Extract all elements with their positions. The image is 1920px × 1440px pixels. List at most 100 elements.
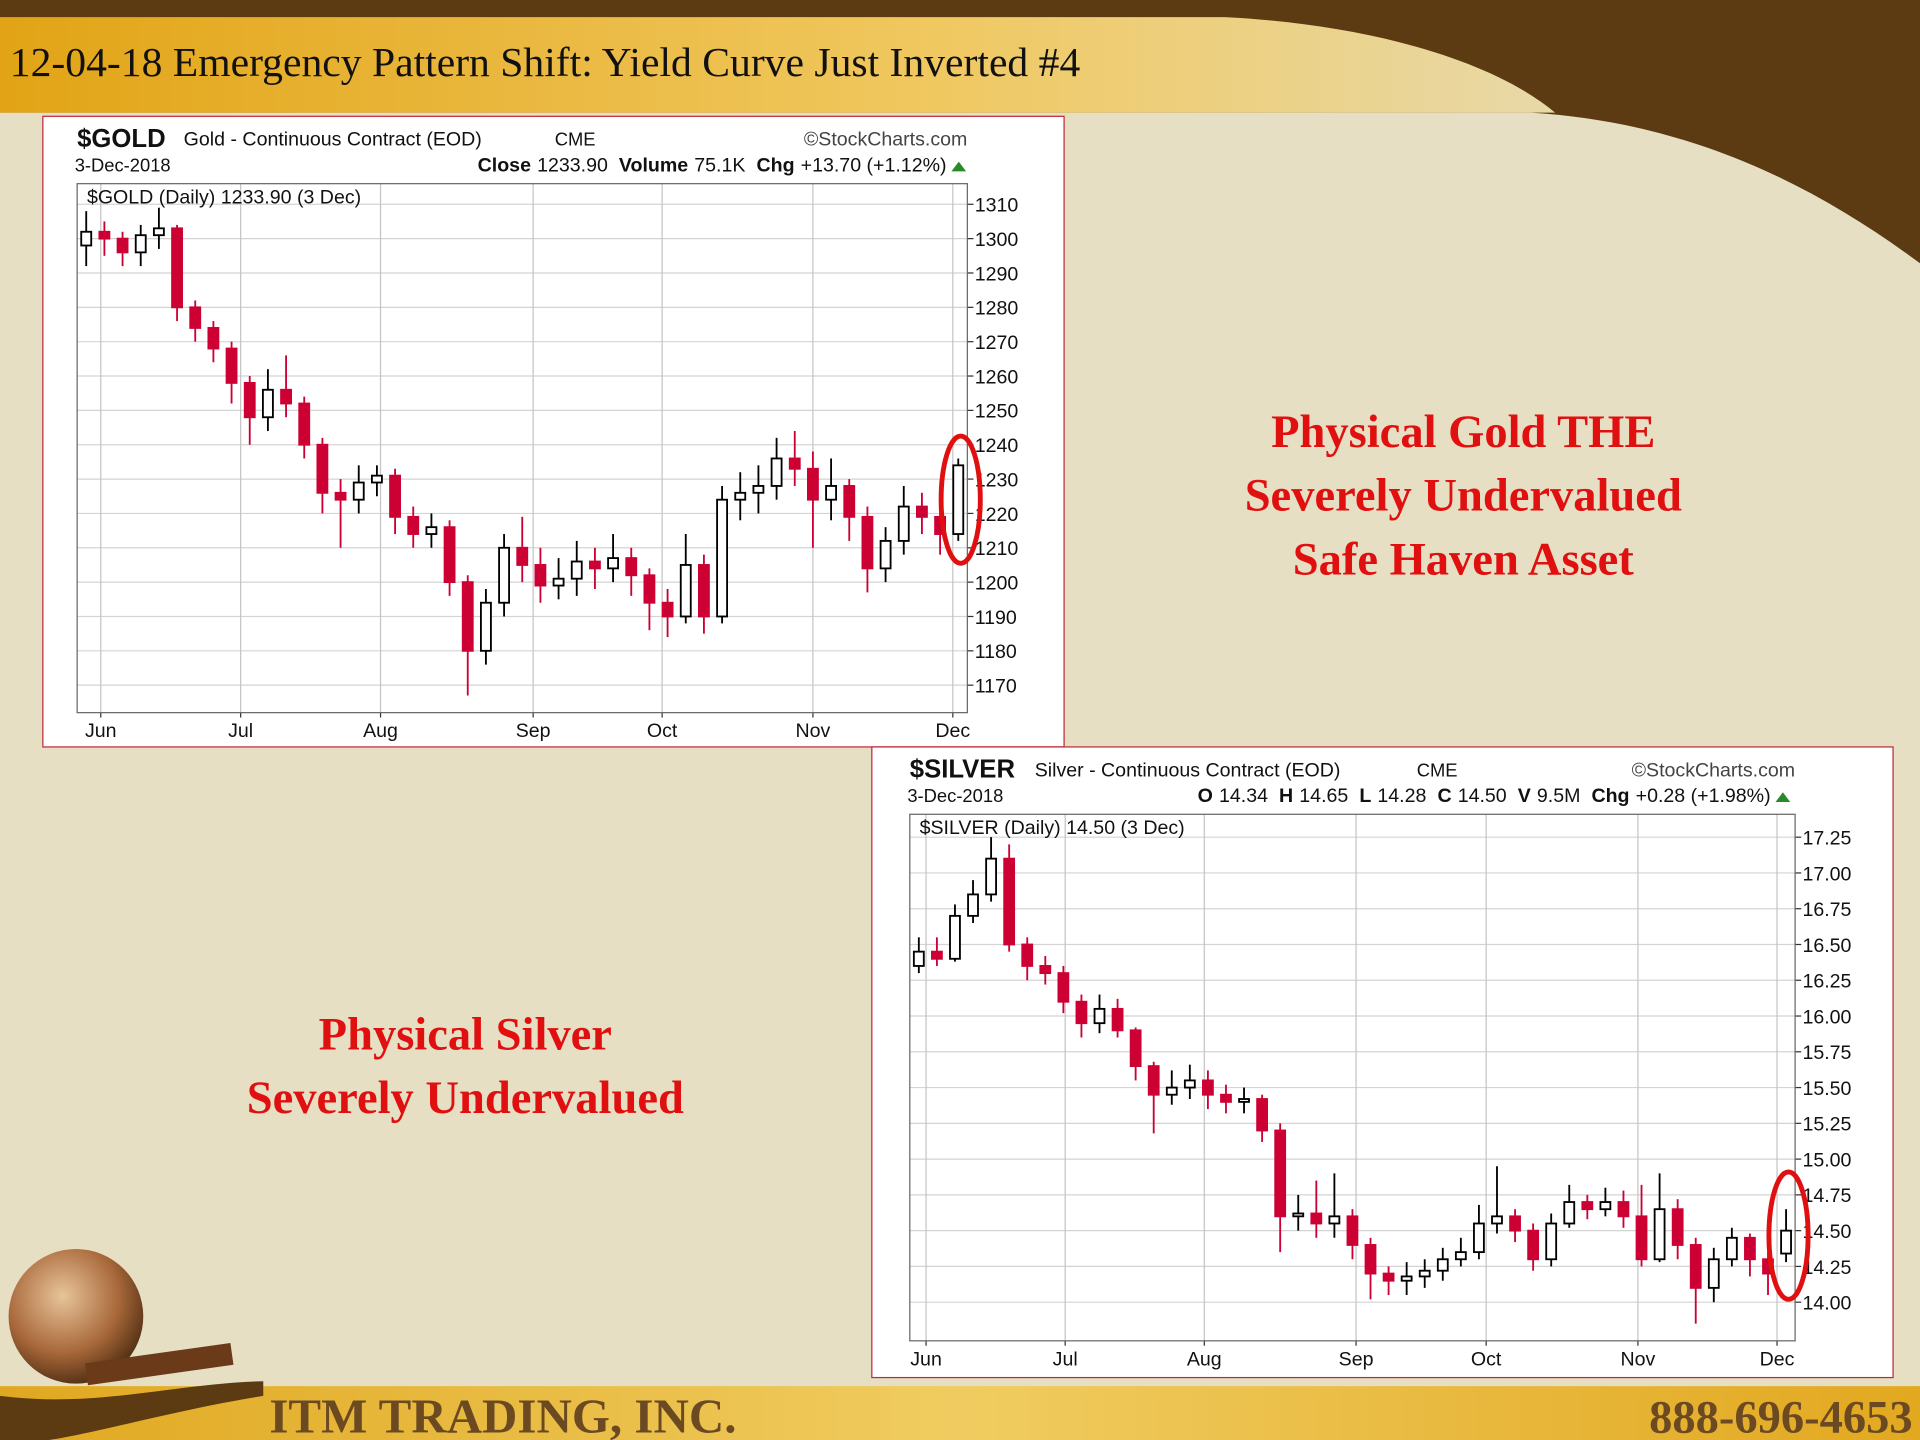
chart-subtitle: Gold - Continuous Contract (EOD)	[184, 129, 482, 151]
candle-body	[298, 402, 311, 446]
candle-body	[443, 526, 456, 584]
candle-body	[370, 474, 383, 484]
y-tick-label: 1270	[975, 332, 1019, 354]
slide-title: 12-04-18 Emergency Pattern Shift: Yield …	[10, 40, 1081, 86]
candle-body	[1274, 1129, 1287, 1218]
candle-body	[698, 564, 710, 618]
highlight-circle	[1766, 1169, 1811, 1302]
y-tick-label: 16.75	[1802, 899, 1851, 921]
chart-legend: $GOLD (Daily) 1233.90 (3 Dec)	[87, 186, 361, 208]
candle-body	[788, 457, 801, 470]
candle-body	[1364, 1244, 1377, 1275]
y-tick-label: 17.00	[1802, 863, 1851, 885]
y-tick-label: 17.25	[1802, 828, 1851, 850]
stock-chart: $GOLD Gold - Continuous Contract (EOD) CME…	[42, 115, 1065, 748]
silver-note: Severely Undervalued	[247, 1073, 684, 1124]
chart-source: ©StockCharts.com	[1632, 759, 1795, 781]
candle-body	[952, 464, 965, 535]
candle-body	[1491, 1215, 1503, 1225]
candle-body	[643, 574, 656, 604]
quote-label: Chg	[756, 154, 794, 176]
candle-body	[589, 560, 601, 570]
silver-note: Physical Silver	[319, 1009, 612, 1060]
y-tick-label: 16.00	[1802, 1006, 1851, 1028]
candle-body	[734, 491, 747, 501]
title-bar	[0, 17, 1556, 113]
candle-body	[425, 526, 438, 535]
quote-line: Close 1233.90 Volume 75.1K Chg +13.70 (+1.12%…	[478, 154, 947, 176]
x-tick-label: Sep	[1339, 1348, 1374, 1370]
candle-body	[1436, 1258, 1449, 1272]
chart-symbol: $GOLD	[77, 125, 166, 153]
candle-body	[207, 327, 220, 350]
y-tick-label: 1180	[975, 641, 1017, 663]
quote-label: Volume	[619, 154, 688, 176]
candle-body	[949, 914, 961, 960]
quote-value: 14.28	[1377, 785, 1426, 807]
y-tick-label: 1290	[975, 263, 1019, 285]
company-name: ITM TRADING, INC.	[269, 1389, 736, 1440]
candle-body	[752, 485, 765, 494]
candle-body	[1220, 1093, 1232, 1103]
candle-body	[1093, 1007, 1106, 1025]
chart-exchange: CME	[555, 129, 596, 150]
chart-legend: $SILVER (Daily) 14.50 (3 Dec)	[920, 817, 1185, 839]
candle-body	[807, 467, 819, 501]
candle-body	[661, 601, 674, 618]
quote-value: 75.1K	[694, 154, 745, 176]
y-tick-label: 14.50	[1802, 1221, 1851, 1243]
candle-body	[1744, 1236, 1756, 1261]
candle-body	[152, 227, 165, 237]
candle-body	[1129, 1029, 1142, 1068]
candle-body	[1581, 1201, 1594, 1211]
y-tick-label: 1310	[975, 195, 1019, 217]
y-tick-label: 1170	[975, 676, 1017, 698]
y-tick-label: 16.50	[1802, 935, 1851, 957]
candle-body	[1780, 1229, 1792, 1255]
candle-body	[243, 381, 256, 419]
candle-body	[498, 546, 510, 604]
chart-exchange: CME	[1417, 759, 1458, 780]
chart-subtitle: Silver - Continuous Contract (EOD)	[1035, 759, 1341, 781]
candle-body	[352, 481, 365, 501]
candle-body	[407, 515, 420, 535]
y-tick-label: 15.25	[1802, 1114, 1851, 1136]
y-tick-label: 14.25	[1802, 1257, 1851, 1279]
candle-body	[1725, 1236, 1738, 1261]
y-tick-label: 16.25	[1802, 971, 1851, 993]
candle-body	[316, 443, 329, 494]
candle-body	[1292, 1212, 1305, 1218]
candle-body	[1310, 1212, 1323, 1225]
candle-body	[1707, 1258, 1720, 1289]
candle-body	[912, 950, 925, 967]
candle-body	[607, 557, 619, 570]
candle-body	[1328, 1215, 1341, 1225]
candle-body	[1563, 1201, 1576, 1225]
candle-body	[985, 857, 997, 896]
x-tick-label: Nov	[1621, 1348, 1656, 1370]
y-tick-label: 1300	[975, 229, 1019, 251]
y-tick-label: 15.50	[1802, 1078, 1851, 1100]
candle-body	[1635, 1215, 1648, 1261]
x-tick-label: Jun	[85, 720, 117, 742]
quote-value: 1233.90	[537, 154, 608, 176]
candle-body	[1527, 1229, 1540, 1261]
plot-border	[76, 183, 968, 714]
quote-value: 9.5M	[1537, 785, 1581, 807]
candle-body	[1003, 857, 1016, 946]
candle-body	[843, 485, 856, 518]
candle-body	[334, 491, 347, 501]
y-tick-label: 1230	[975, 469, 1019, 491]
quote-label: C	[1437, 785, 1451, 807]
candle-body	[80, 230, 93, 247]
candle-body	[1671, 1208, 1684, 1246]
candle-body	[861, 515, 874, 570]
chart-frame	[42, 115, 1065, 748]
candle-body	[1545, 1222, 1558, 1261]
candle-body	[897, 505, 910, 542]
candle-body	[461, 581, 474, 652]
chart-frame	[871, 746, 1894, 1379]
x-tick-label: Sep	[516, 720, 551, 742]
x-tick-label: Aug	[1187, 1348, 1222, 1370]
